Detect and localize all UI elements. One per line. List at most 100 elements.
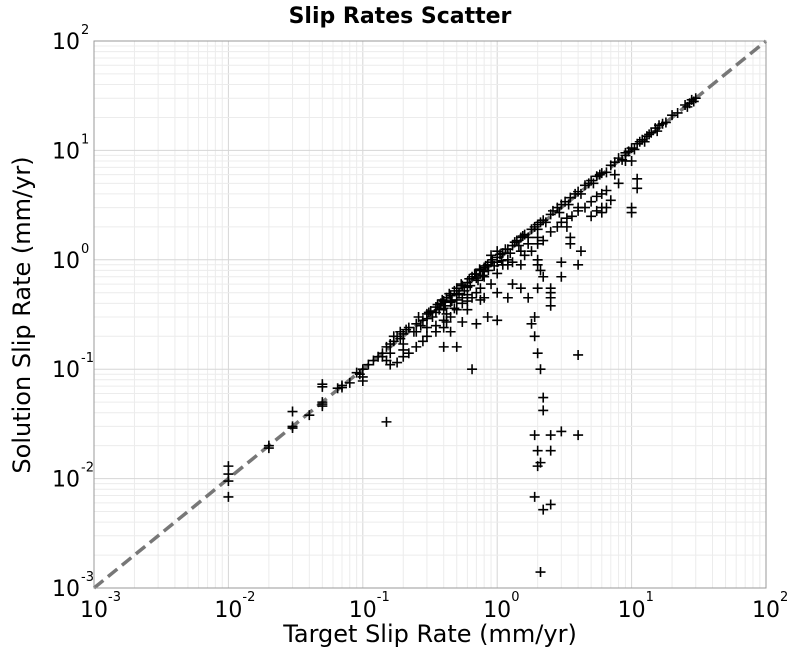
scatter-point — [545, 430, 556, 441]
scatter-point — [573, 349, 584, 360]
scatter-point — [495, 249, 506, 260]
scatter-point — [421, 322, 432, 333]
x-tick-base: 10 — [349, 598, 377, 623]
scatter-point — [457, 317, 468, 328]
scatter-point — [563, 199, 574, 210]
y-axis-label: Solution Slip Rate (mm/yr) — [8, 156, 36, 473]
scatter-point — [363, 359, 374, 370]
scatter-point — [526, 246, 537, 257]
scatter-point — [430, 320, 441, 331]
scatter-point — [556, 217, 567, 228]
scatter-point — [538, 235, 549, 246]
scatter-point — [586, 211, 597, 222]
scatter-point — [545, 445, 556, 456]
scatter-point — [532, 283, 543, 294]
scatter-point — [556, 257, 567, 268]
scatter-point — [403, 348, 414, 359]
scatter-point — [561, 221, 572, 232]
scatter-point — [398, 351, 409, 362]
y-tick-label: 10 -2 — [52, 461, 94, 493]
scatter-point — [421, 331, 432, 342]
scatter-point — [473, 275, 484, 286]
x-tick-label: 10-1 — [349, 590, 390, 623]
scatter-point — [474, 264, 485, 275]
scatter-point — [561, 213, 572, 224]
x-tick-exponent: -1 — [377, 590, 390, 605]
scatter-point — [538, 405, 549, 416]
scatter-point — [609, 169, 620, 180]
y-tick-base: 10 — [52, 468, 80, 493]
plot-frame — [93, 40, 767, 589]
data-points — [223, 93, 701, 578]
scatter-point — [462, 304, 473, 315]
scatter-point — [223, 476, 234, 487]
scatter-point — [526, 318, 537, 329]
scatter-point — [449, 303, 460, 314]
scatter-point — [223, 491, 234, 502]
scatter-point — [467, 292, 478, 303]
x-tick-base: 10 — [752, 598, 780, 623]
scatter-point — [445, 326, 456, 337]
scatter-point — [654, 120, 665, 131]
scatter-point — [317, 401, 328, 412]
scatter-point — [644, 129, 655, 140]
x-tick-exponent: 2 — [780, 590, 788, 605]
scatter-point — [457, 292, 468, 303]
scatter-point — [492, 287, 503, 298]
scatter-point — [432, 299, 443, 310]
scatter-point — [427, 312, 438, 323]
y-tick-exponent: -2 — [81, 461, 94, 476]
scatter-point — [532, 348, 543, 359]
scatter-point — [287, 423, 298, 434]
scatter-point — [517, 231, 528, 242]
scatter-point — [532, 445, 543, 456]
scatter-point — [483, 265, 494, 276]
scatter-point — [451, 341, 462, 352]
scatter-point — [601, 185, 612, 196]
y-tick-exponent: 0 — [81, 242, 89, 257]
scatter-point — [573, 259, 584, 270]
x-tick-label: 102 — [752, 590, 788, 623]
scatter-point — [475, 294, 486, 305]
scatter-point — [421, 313, 432, 324]
scatter-point — [317, 381, 328, 392]
scatter-point — [594, 169, 605, 180]
y-tick-label: 10 0 — [52, 242, 89, 274]
scatter-point — [492, 268, 503, 279]
scatter-point — [620, 150, 631, 161]
scatter-point — [535, 567, 546, 578]
y-tick-exponent: 2 — [81, 23, 89, 38]
scatter-point — [263, 443, 274, 454]
scatter-point — [684, 98, 695, 109]
scatter-point — [626, 156, 637, 167]
x-tick-base: 10 — [214, 598, 242, 623]
scatter-point — [540, 217, 551, 228]
scatter-point — [639, 136, 650, 147]
scatter-point — [529, 221, 540, 232]
scatter-point — [573, 430, 584, 441]
x-tick-base: 10 — [618, 598, 646, 623]
scatter-point — [591, 191, 602, 202]
scatter-point — [392, 357, 403, 368]
scatter-point — [532, 259, 543, 270]
scatter-point — [515, 283, 526, 294]
scatter-point — [304, 410, 315, 421]
x-tick-exponent: -2 — [242, 590, 255, 605]
y-tick-exponent: -1 — [81, 351, 94, 366]
scatter-point — [515, 259, 526, 270]
x-tick-base: 10 — [80, 598, 108, 623]
scatter-point — [401, 324, 412, 335]
scatter-point — [502, 259, 513, 270]
scatter-point — [381, 416, 392, 427]
scatter-point — [451, 294, 462, 305]
scatter-point — [680, 100, 691, 111]
scatter-point — [354, 369, 365, 380]
scatter-point — [532, 461, 543, 472]
scatter-point — [586, 196, 597, 207]
y-tick-exponent: -3 — [81, 570, 94, 585]
scatter-point — [535, 265, 546, 276]
scatter-point — [538, 504, 549, 515]
scatter-point — [529, 491, 540, 502]
